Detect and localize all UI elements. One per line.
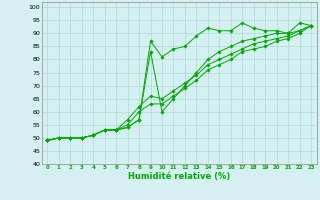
X-axis label: Humidité relative (%): Humidité relative (%): [128, 172, 230, 181]
